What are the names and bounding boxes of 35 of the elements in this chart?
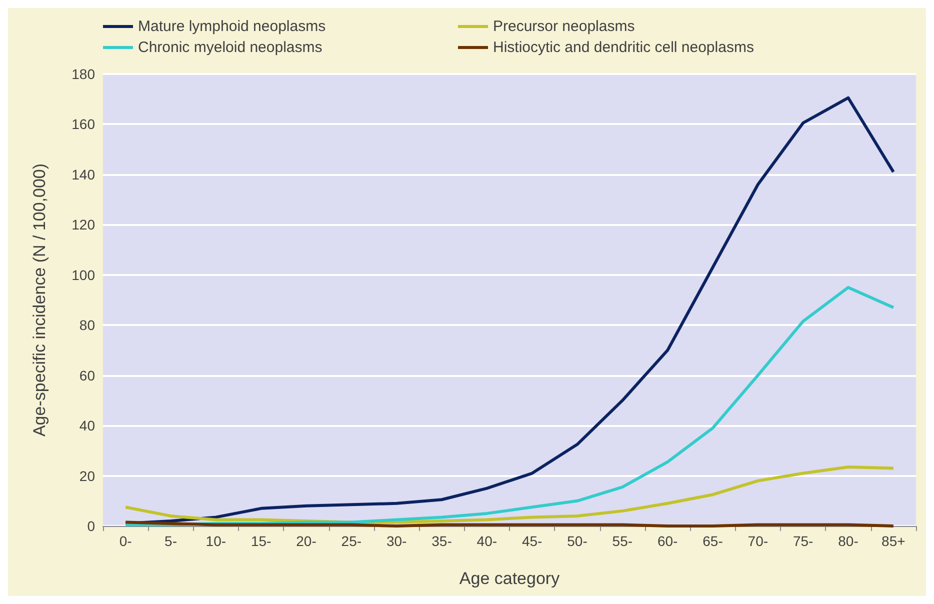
x-tick-label: 0- (119, 533, 132, 549)
y-tick-label: 80 (79, 317, 96, 334)
x-tick-label: 15- (250, 533, 272, 549)
legend-label: Chronic myeloid neoplasms (138, 39, 322, 56)
x-tick-label: 45- (522, 533, 543, 549)
y-tick-label: 160 (72, 116, 96, 132)
x-tick-label: 20- (296, 533, 317, 549)
y-tick-label: 100 (72, 266, 96, 283)
y-tick-label: 40 (79, 418, 96, 434)
x-tick-label: 50- (567, 533, 588, 549)
x-axis-title: Age category (459, 569, 560, 588)
x-tick-label: 70- (748, 533, 768, 549)
x-tick-label: 65- (702, 533, 724, 549)
y-axis-title: Age-specific incidence (N / 100,000) (30, 163, 49, 437)
x-tick-label: 10- (206, 533, 226, 549)
x-tick-label: 85+ (882, 533, 906, 549)
x-tick-label: 75- (792, 533, 814, 549)
y-tick-label: 20 (79, 468, 96, 484)
x-tick-label: 30- (386, 533, 408, 549)
x-tick-label: 55- (612, 533, 633, 549)
line-series (124, 465, 895, 524)
x-tick-label: 5- (164, 533, 178, 549)
x-tick-label: 25- (341, 533, 362, 549)
x-tick-label: 80- (838, 533, 859, 549)
y-tick-label: 180 (72, 66, 96, 82)
y-tick-label: 0 (87, 518, 96, 534)
y-tick-label: 140 (72, 166, 96, 182)
legend-label: Histiocytic and dendritic cell neoplasms (493, 39, 754, 56)
y-tick-label: 60 (79, 367, 96, 384)
x-tick-label: 60- (657, 533, 678, 549)
y-tick-label: 120 (72, 216, 96, 233)
legend-label: Precursor neoplasms (493, 18, 635, 35)
x-tick-label: 40- (476, 533, 498, 549)
x-tick-label: 35- (432, 533, 452, 549)
legend-label: Mature lymphoid neoplasms (138, 18, 326, 35)
